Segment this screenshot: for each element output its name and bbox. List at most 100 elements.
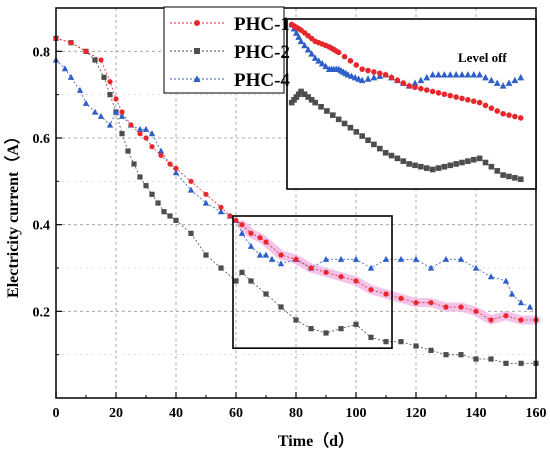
- inset-point-phc-4: [464, 71, 472, 78]
- data-point-phc-2: [383, 339, 389, 345]
- inset-point-phc-1: [376, 70, 383, 77]
- data-point-phc-4: [172, 169, 180, 176]
- data-point-phc-2: [293, 317, 299, 323]
- data-point-phc-2: [218, 265, 224, 271]
- data-point-phc-4: [262, 251, 270, 258]
- inset-point-phc-2: [394, 155, 401, 162]
- data-point-phc-4: [142, 125, 150, 132]
- data-point-phc-4: [118, 112, 126, 119]
- level-off-label: Level off: [458, 50, 507, 65]
- x-tick-label: 40: [169, 406, 183, 421]
- data-point-phc-2: [173, 217, 179, 223]
- inset-point-phc-2: [318, 103, 324, 110]
- legend-item-phc-1: PHC-1: [170, 14, 290, 35]
- inset-point-phc-2: [500, 172, 506, 178]
- legend-label: PHC-1: [234, 14, 290, 35]
- inset-point-phc-4: [517, 73, 525, 81]
- inset-point-phc-1: [488, 105, 495, 111]
- data-point-phc-1: [98, 57, 104, 63]
- inset-point-phc-4: [304, 46, 312, 53]
- data-point-phc-1: [248, 230, 254, 236]
- data-point-phc-4: [256, 251, 264, 258]
- inset-point-phc-1: [347, 58, 354, 64]
- data-point-phc-4: [238, 229, 246, 236]
- inset-point-phc-2: [494, 168, 501, 174]
- x-tick-label: 0: [53, 406, 60, 421]
- inset-point-phc-2: [382, 149, 389, 156]
- inset-point-phc-4: [301, 41, 309, 49]
- legend-swatch-marker: [194, 48, 200, 54]
- data-point-phc-2: [443, 352, 449, 358]
- data-point-phc-2: [149, 191, 155, 197]
- data-point-phc-2: [323, 330, 329, 336]
- data-point-phc-2: [101, 74, 107, 80]
- data-point-phc-1: [458, 304, 464, 310]
- inset-point-phc-1: [335, 49, 342, 56]
- inset-point-phc-1: [465, 97, 471, 103]
- data-point-phc-4: [112, 108, 120, 115]
- data-point-phc-4: [157, 147, 165, 154]
- data-point-phc-4: [352, 255, 360, 262]
- inset-point-phc-1: [453, 94, 459, 100]
- inset-point-phc-2: [359, 133, 365, 139]
- inset-point-phc-4: [499, 82, 507, 89]
- data-point-phc-2: [413, 343, 419, 349]
- x-tick-label: 100: [346, 406, 367, 421]
- inset-point-phc-4: [493, 79, 501, 86]
- x-tick-label: 160: [526, 406, 547, 421]
- inset-point-phc-1: [447, 92, 454, 99]
- data-point-phc-4: [442, 255, 450, 262]
- data-point-phc-4: [322, 255, 330, 262]
- inset-point-phc-2: [335, 116, 342, 123]
- inset-point-phc-4: [452, 71, 460, 78]
- inset-point-phc-1: [359, 66, 365, 72]
- data-point-phc-1: [473, 308, 479, 314]
- data-point-phc-4: [277, 260, 285, 267]
- inset-point-phc-4: [295, 33, 303, 40]
- data-point-phc-1: [119, 109, 125, 115]
- inset-point-phc-4: [487, 76, 495, 84]
- data-point-phc-1: [443, 304, 449, 310]
- inset-point-phc-1: [388, 74, 395, 81]
- data-point-phc-2: [263, 291, 269, 297]
- inset-point-phc-1: [400, 80, 407, 86]
- x-tick-label: 20: [109, 406, 123, 421]
- inset-point-phc-4: [370, 73, 378, 81]
- inset-point-phc-2: [330, 112, 336, 118]
- inset-series-phc-1: [288, 21, 524, 121]
- data-point-phc-1: [398, 295, 404, 301]
- zoom-box: [232, 215, 393, 349]
- inset-point-phc-4: [318, 59, 326, 67]
- inset-series-phc-2: [288, 88, 524, 183]
- data-point-phc-4: [508, 290, 516, 297]
- inset-point-phc-1: [382, 71, 389, 78]
- inset-point-phc-4: [311, 54, 319, 61]
- inset-point-phc-2: [447, 162, 454, 169]
- inset-point-phc-2: [470, 156, 477, 163]
- inset-point-phc-4: [297, 37, 305, 45]
- data-point-phc-1: [239, 222, 245, 228]
- data-point-phc-1: [158, 152, 164, 158]
- data-point-phc-2: [473, 356, 479, 362]
- data-point-phc-2: [137, 174, 143, 180]
- data-point-phc-1: [128, 122, 134, 128]
- x-tick-label: 120: [406, 406, 427, 421]
- inset-point-phc-4: [423, 73, 431, 81]
- x-tick-label: 60: [229, 406, 243, 421]
- data-point-phc-1: [503, 313, 509, 319]
- inset-point-phc-2: [324, 108, 330, 114]
- data-point-phc-1: [413, 300, 419, 306]
- data-point-phc-2: [368, 334, 374, 340]
- inset-point-phc-4: [364, 75, 372, 82]
- data-point-phc-1: [113, 96, 119, 102]
- x-tick-label: 140: [466, 406, 487, 421]
- inset-point-phc-2: [418, 163, 424, 170]
- legend-swatch-marker: [194, 20, 200, 26]
- data-point-phc-4: [472, 264, 480, 271]
- data-point-phc-4: [502, 277, 510, 284]
- inset-point-phc-1: [512, 113, 518, 120]
- inset-point-phc-2: [305, 94, 311, 100]
- inset-point-phc-2: [308, 97, 315, 103]
- inset-point-phc-2: [376, 145, 383, 152]
